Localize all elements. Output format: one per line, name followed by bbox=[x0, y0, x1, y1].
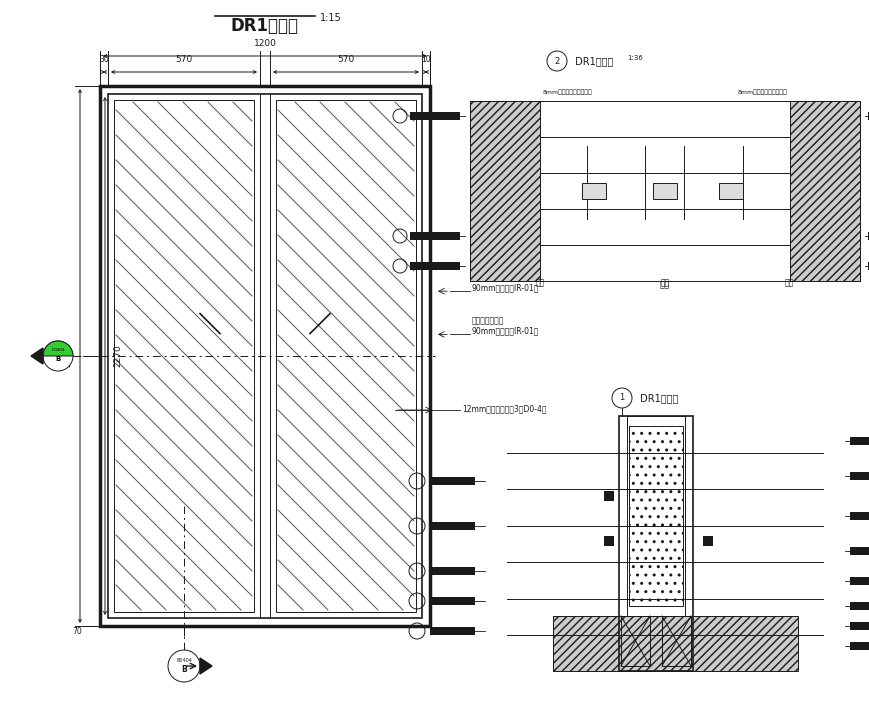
Bar bbox=[409, 262, 460, 270]
Bar bbox=[849, 602, 869, 610]
Text: 10: 10 bbox=[421, 55, 430, 64]
Bar bbox=[469, 101, 540, 281]
Text: D0404: D0404 bbox=[51, 348, 64, 352]
Bar bbox=[849, 577, 869, 585]
Bar bbox=[603, 536, 614, 546]
Bar bbox=[275, 100, 415, 612]
Wedge shape bbox=[43, 341, 73, 356]
Bar bbox=[849, 512, 869, 520]
Bar bbox=[429, 567, 474, 575]
Bar bbox=[429, 627, 474, 635]
Text: B0404: B0404 bbox=[176, 658, 192, 662]
Text: 12mm厅钐化清玻璃3（D0-4）: 12mm厅钐化清玻璃3（D0-4） bbox=[461, 404, 546, 413]
Text: 30: 30 bbox=[99, 55, 109, 64]
Text: 底板: 底板 bbox=[660, 280, 669, 289]
Bar bbox=[867, 232, 869, 240]
Text: 1200: 1200 bbox=[253, 39, 276, 48]
Text: DR1大样图: DR1大样图 bbox=[636, 393, 678, 403]
Text: 1:36: 1:36 bbox=[627, 55, 642, 61]
Bar bbox=[603, 491, 614, 501]
Text: 570: 570 bbox=[337, 55, 355, 64]
Text: 1:15: 1:15 bbox=[320, 13, 342, 23]
Bar bbox=[849, 622, 869, 630]
Bar bbox=[618, 416, 693, 671]
Text: DR1立面图: DR1立面图 bbox=[231, 17, 299, 35]
Text: 发展不锈钓门窗: 发展不锈钓门窗 bbox=[472, 316, 504, 325]
Bar bbox=[849, 472, 869, 480]
Bar bbox=[849, 547, 869, 555]
Bar bbox=[789, 101, 859, 281]
Bar bbox=[867, 112, 869, 120]
Circle shape bbox=[168, 650, 200, 682]
Text: 90mm孟灰色（lR-01）: 90mm孟灰色（lR-01） bbox=[472, 327, 539, 335]
Bar bbox=[108, 94, 421, 618]
Bar bbox=[114, 100, 254, 612]
Polygon shape bbox=[200, 658, 212, 674]
Bar bbox=[661, 616, 690, 666]
Bar bbox=[429, 477, 474, 485]
Bar bbox=[867, 262, 869, 270]
Bar bbox=[718, 183, 742, 199]
Circle shape bbox=[43, 341, 73, 371]
Bar bbox=[469, 101, 859, 281]
Text: 发展不锈钓框: 发展不锈钓框 bbox=[472, 273, 499, 283]
Text: B: B bbox=[181, 665, 187, 674]
Bar bbox=[409, 112, 460, 120]
Text: 2270: 2270 bbox=[113, 345, 122, 367]
Bar bbox=[702, 536, 713, 546]
Bar bbox=[620, 616, 649, 666]
Bar bbox=[627, 416, 684, 616]
Bar bbox=[429, 597, 474, 605]
Bar bbox=[628, 426, 682, 606]
Text: B: B bbox=[56, 356, 61, 362]
Bar bbox=[409, 232, 460, 240]
Text: 底板: 底板 bbox=[534, 278, 544, 287]
Text: 2: 2 bbox=[554, 57, 559, 65]
Text: 70: 70 bbox=[72, 627, 82, 636]
Bar bbox=[553, 616, 797, 671]
Bar bbox=[653, 183, 676, 199]
Bar bbox=[429, 522, 474, 530]
Bar bbox=[849, 642, 869, 650]
Text: 居中: 居中 bbox=[660, 278, 669, 287]
Polygon shape bbox=[31, 348, 43, 364]
Text: 570: 570 bbox=[176, 55, 192, 64]
Bar bbox=[581, 183, 606, 199]
Text: 底板: 底板 bbox=[784, 278, 793, 287]
Bar bbox=[100, 86, 429, 626]
Text: 8mm凹凸彩色下层护角条: 8mm凹凸彩色下层护角条 bbox=[737, 89, 786, 95]
Text: 8mm凹凸彩色下层护角条: 8mm凹凸彩色下层护角条 bbox=[542, 89, 592, 95]
Text: 1: 1 bbox=[619, 393, 624, 402]
Bar bbox=[849, 437, 869, 445]
Text: 90mm孟灰色（lR-01）: 90mm孟灰色（lR-01） bbox=[472, 283, 539, 292]
Text: DR1大样图: DR1大样图 bbox=[571, 56, 613, 66]
Text: 2300: 2300 bbox=[63, 345, 72, 367]
